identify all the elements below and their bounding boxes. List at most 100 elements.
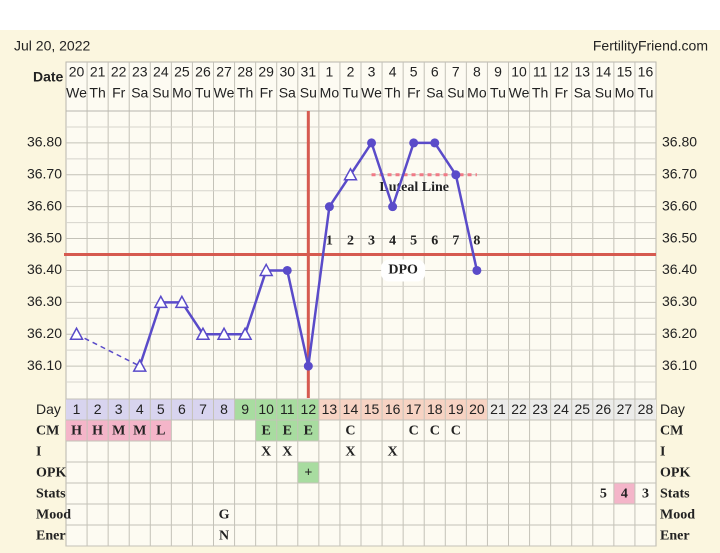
x-tick-label: 23: [132, 64, 148, 80]
cell-fill: [87, 399, 109, 420]
x-tick-label: 31: [301, 64, 317, 80]
y2-tick-label: 36.50: [662, 229, 697, 245]
temperature-point: [472, 265, 482, 275]
temperature-point: [388, 202, 398, 212]
y2-tick-label: 36.80: [662, 134, 697, 150]
table-cell: N: [219, 529, 229, 544]
cell-fill: [129, 420, 151, 441]
row-label-right: Mood: [660, 508, 695, 523]
table-cell: 3: [115, 401, 123, 417]
temperature-point: [132, 358, 148, 372]
weekday-label: Mo: [172, 85, 192, 101]
weekday-label: Fr: [260, 85, 274, 101]
table-cell: H: [92, 424, 103, 439]
cell-fill: [150, 399, 172, 420]
x-tick-label: 11: [533, 64, 548, 80]
row-label: Mood: [36, 508, 71, 523]
table-cell: M: [112, 424, 125, 439]
table-cell: 13: [322, 401, 338, 417]
cell-fill: [297, 462, 319, 483]
cell-fill: [529, 399, 551, 420]
table-cell: 17: [406, 401, 422, 417]
row-label: OPK: [36, 466, 66, 481]
x-tick-label: 26: [195, 64, 211, 80]
cell-fill: [255, 420, 277, 441]
table-cell: 4: [136, 401, 144, 417]
weekday-label: Fr: [407, 85, 421, 101]
table-cell: 19: [448, 401, 464, 417]
dpo-label: DPO: [388, 263, 418, 278]
cell-fill: [276, 399, 298, 420]
x-tick-label: 2: [347, 64, 355, 80]
table-cell: 2: [94, 401, 102, 417]
cell-fill: [403, 399, 425, 420]
weekday-label: We: [361, 85, 382, 101]
table-cell: 18: [427, 401, 443, 417]
temperature-point: [324, 202, 334, 212]
x-tick-label: 27: [216, 64, 232, 80]
dpo-number: 3: [368, 234, 375, 249]
cell-fill: [466, 399, 488, 420]
cell-fill: [634, 399, 656, 420]
cell-fill: [297, 420, 319, 441]
cell-fill: [129, 399, 151, 420]
temperature-point: [367, 138, 377, 148]
weekday-label: Th: [384, 85, 400, 101]
table-cell: 14: [343, 401, 359, 417]
weekday-label: Mo: [320, 85, 340, 101]
table-cell: C: [430, 424, 440, 439]
weekday-label: Su: [300, 85, 317, 101]
y-tick-label: 36.70: [27, 165, 62, 181]
table-cell: 23: [532, 401, 548, 417]
y-tick-label: 36.30: [27, 293, 62, 309]
row-label-right: OPK: [660, 466, 690, 481]
chart-date: Jul 20, 2022: [14, 38, 90, 54]
x-tick-label: 16: [638, 64, 654, 80]
x-tick-label: 12: [553, 64, 569, 80]
weekday-label: Sa: [574, 85, 591, 101]
weekday-label: Tu: [638, 85, 654, 101]
table-cell: 25: [574, 401, 590, 417]
table-cell: 5: [157, 401, 165, 417]
row-label-right: Ener: [660, 529, 690, 544]
cell-fill: [613, 399, 635, 420]
x-tick-label: 5: [410, 64, 418, 80]
temperature-point: [343, 167, 358, 181]
weekday-label: Su: [595, 85, 612, 101]
cell-fill: [424, 399, 446, 420]
cell-fill: [108, 399, 130, 420]
table-cell: 27: [617, 401, 633, 417]
temperature-point: [153, 294, 169, 309]
table-cell: 12: [301, 401, 317, 417]
row-label: Day: [36, 401, 61, 417]
row-label: Stats: [36, 487, 66, 502]
y2-tick-label: 36.40: [662, 261, 697, 277]
weekday-label: Su: [152, 85, 169, 101]
site-name: FertilityFriend.com: [593, 38, 708, 54]
dpo-number: 6: [431, 234, 438, 249]
table-cell: E: [283, 424, 292, 439]
weekday-label: Fr: [555, 85, 569, 101]
y2-tick-label: 36.60: [662, 197, 697, 213]
table-cell: L: [156, 424, 165, 439]
row-label-right: I: [660, 445, 665, 460]
table-cell: 9: [241, 401, 249, 417]
cell-fill: [276, 420, 298, 441]
table-cell: 26: [596, 401, 612, 417]
x-tick-label: 20: [69, 64, 85, 80]
x-tick-label: 25: [174, 64, 190, 80]
table-cell: X: [345, 445, 355, 460]
y-tick-label: 36.20: [27, 325, 62, 341]
cell-fill: [487, 399, 509, 420]
table-cell: 1: [73, 401, 81, 417]
dpo-number: 2: [347, 234, 354, 249]
weekday-label: We: [66, 85, 87, 101]
x-tick-label: 8: [473, 64, 481, 80]
table-cell: 21: [490, 401, 506, 417]
table-cell: 8: [220, 401, 228, 417]
x-tick-label: 6: [431, 64, 439, 80]
cell-fill: [571, 399, 593, 420]
temperature-point: [451, 170, 461, 180]
table-cell: X: [261, 445, 271, 460]
